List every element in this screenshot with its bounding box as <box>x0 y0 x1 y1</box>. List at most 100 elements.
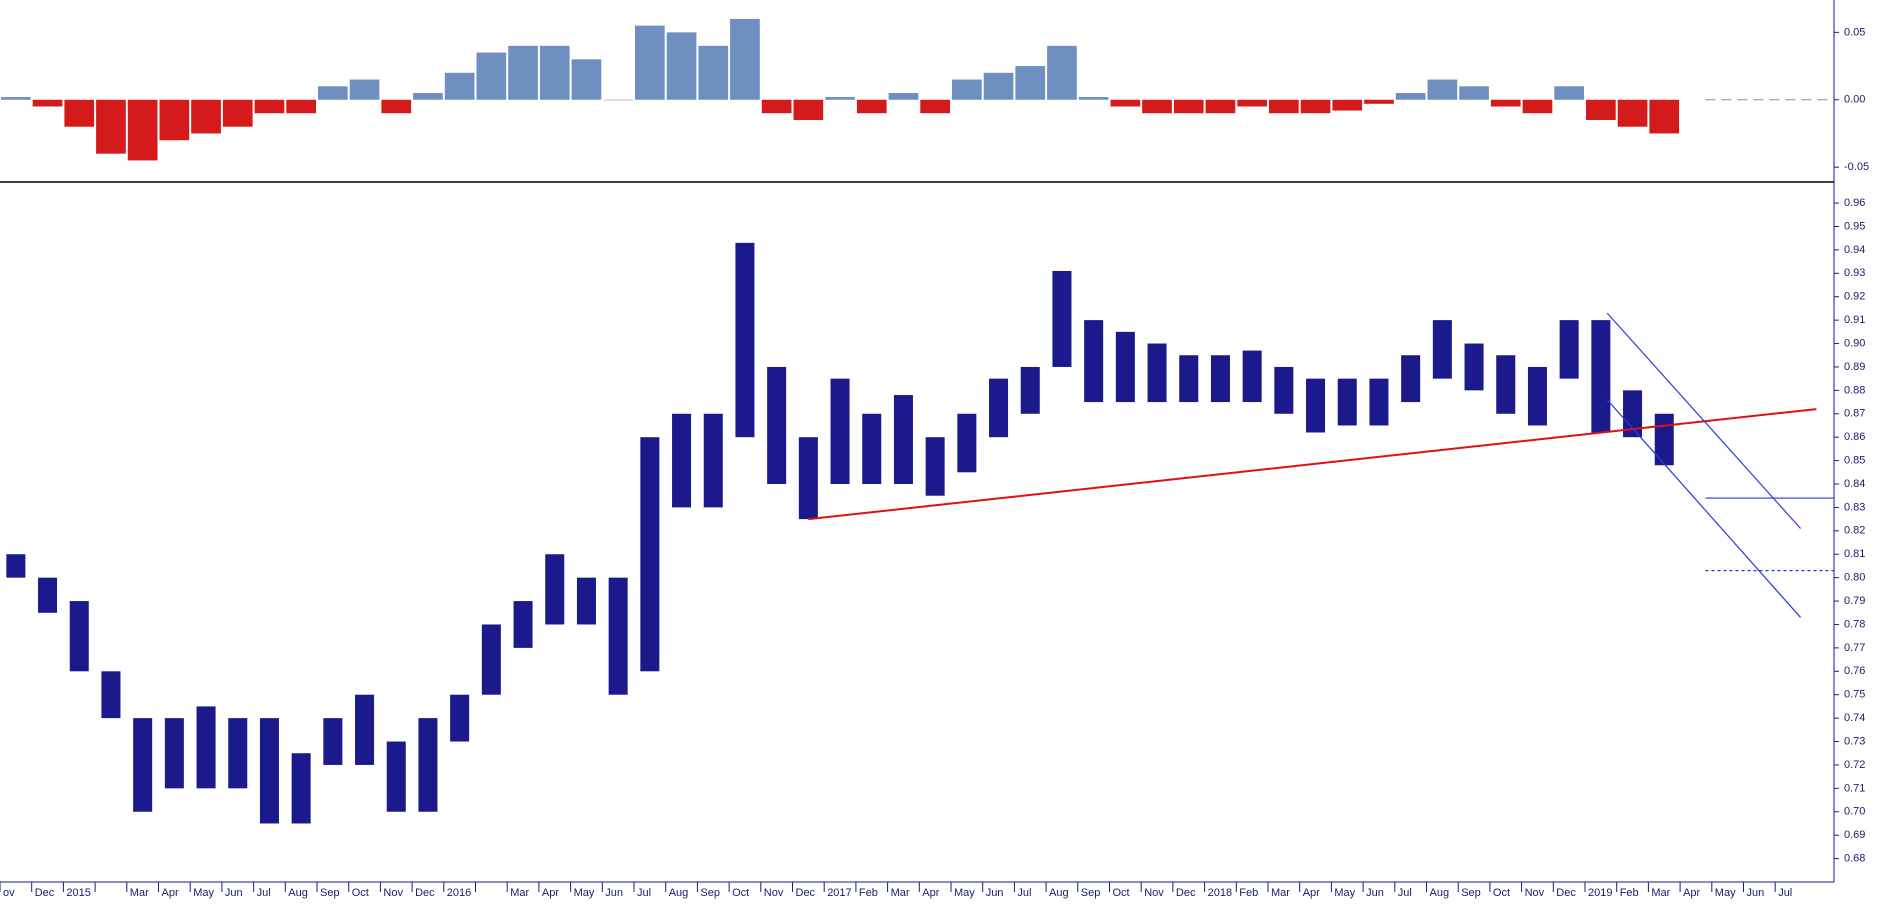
price-range <box>228 718 248 789</box>
price-range <box>1337 378 1357 426</box>
x-tick-label: May <box>574 887 595 899</box>
price-range <box>608 577 628 695</box>
x-tick-label: May <box>1334 887 1355 899</box>
price-range <box>291 753 311 824</box>
x-tick-label: Nov <box>1144 887 1164 899</box>
x-tick-label: Dec <box>35 887 55 899</box>
osc-bar <box>1047 45 1077 100</box>
price-range <box>1496 355 1516 414</box>
y-tick-label: 0.92 <box>1844 291 1865 303</box>
y-tick-label: 0.74 <box>1844 712 1865 724</box>
price-range <box>1052 270 1072 367</box>
y-tick-label: 0.85 <box>1844 455 1865 467</box>
y-tick-label: 0.96 <box>1844 197 1865 209</box>
price-range <box>862 413 882 485</box>
price-range <box>1274 366 1294 414</box>
y-tick-label: 0.79 <box>1844 595 1865 607</box>
price-range <box>355 694 375 765</box>
x-tick-label: Aug <box>1049 887 1069 899</box>
x-tick-label: Apr <box>162 887 179 899</box>
osc-bar <box>1459 86 1489 100</box>
price-range <box>798 437 818 520</box>
osc-bar <box>1110 99 1141 107</box>
x-tick-label: Jul <box>637 887 651 899</box>
trendline <box>808 408 1817 521</box>
trendline <box>1606 399 1802 618</box>
y-tick-label: 0.77 <box>1844 642 1865 654</box>
x-tick-label: Nov <box>1525 887 1545 899</box>
y-tick-label: 0.72 <box>1844 759 1865 771</box>
price-range <box>1147 343 1167 403</box>
x-tick-label: Apr <box>1303 887 1320 899</box>
x-tick-label: Sep <box>1081 887 1101 899</box>
x-tick-label: 2016 <box>447 887 471 899</box>
y-tick-label: 0.89 <box>1844 361 1865 373</box>
x-tick-label: Mar <box>510 887 529 899</box>
x-tick-label: ov <box>3 887 15 899</box>
osc-bar <box>666 32 697 100</box>
price-range <box>1115 331 1135 403</box>
osc-bar <box>761 99 792 114</box>
price-range <box>1527 366 1547 426</box>
y-tick-label: 0.90 <box>1844 337 1865 349</box>
osc-bar <box>1364 99 1394 104</box>
x-tick-label: Jul <box>1778 887 1792 899</box>
price-range <box>6 554 26 578</box>
price-range <box>989 378 1009 438</box>
y-tick-label: 0.91 <box>1844 314 1865 326</box>
price-range <box>386 741 406 812</box>
osc-bar <box>920 99 950 114</box>
x-tick-label: 2015 <box>66 887 90 899</box>
price-range <box>640 437 660 672</box>
price-range <box>830 378 850 485</box>
price-range <box>1464 343 1484 391</box>
y-tick-label: 0.00 <box>1844 94 1865 106</box>
price-range <box>196 706 216 789</box>
price-range <box>418 718 438 812</box>
osc-bar <box>508 45 538 100</box>
osc-bar <box>1300 99 1331 114</box>
price-range <box>259 718 279 824</box>
y-tick-label: 0.82 <box>1844 525 1865 537</box>
x-tick-label: Mar <box>891 887 910 899</box>
price-range <box>481 624 501 695</box>
price-range <box>1623 390 1643 438</box>
y-tick-label: 0.70 <box>1844 806 1865 818</box>
x-tick-label: Nov <box>764 887 784 899</box>
osc-bar <box>635 25 665 100</box>
price-range <box>672 413 692 508</box>
osc-bar <box>730 18 760 100</box>
x-tick-label: Dec <box>415 887 435 899</box>
y-tick-label: 0.80 <box>1844 572 1865 584</box>
x-tick-label: Mar <box>1651 887 1670 899</box>
osc-bar <box>1395 93 1426 100</box>
osc-bar <box>1015 66 1046 100</box>
osc-bar <box>1237 99 1267 107</box>
price-range <box>450 694 470 742</box>
price-range <box>164 718 184 789</box>
x-tick-label: Jun <box>1366 887 1384 899</box>
price-range <box>767 366 787 485</box>
osc-bar <box>698 45 729 100</box>
y-tick-label: 0.86 <box>1844 431 1865 443</box>
osc-bar <box>1205 99 1236 114</box>
price-range <box>69 601 89 672</box>
osc-bar <box>349 79 380 100</box>
x-tick-label: Jun <box>605 887 623 899</box>
trendline <box>1606 312 1802 529</box>
osc-bar <box>1173 99 1204 114</box>
osc-bar <box>793 99 824 120</box>
x-tick-label: Dec <box>1176 887 1196 899</box>
x-tick-label: Sep <box>700 887 720 899</box>
osc-bar <box>856 99 887 114</box>
osc-bar <box>1078 97 1109 100</box>
price-range <box>323 718 343 765</box>
x-tick-label: Mar <box>1271 887 1290 899</box>
x-tick-label: May <box>1715 887 1736 899</box>
x-tick-label: Jun <box>1747 887 1765 899</box>
x-tick-label: Sep <box>320 887 340 899</box>
y-tick-label: 0.69 <box>1844 829 1865 841</box>
y-tick-label: 0.93 <box>1844 267 1865 279</box>
osc-bar <box>476 52 507 100</box>
